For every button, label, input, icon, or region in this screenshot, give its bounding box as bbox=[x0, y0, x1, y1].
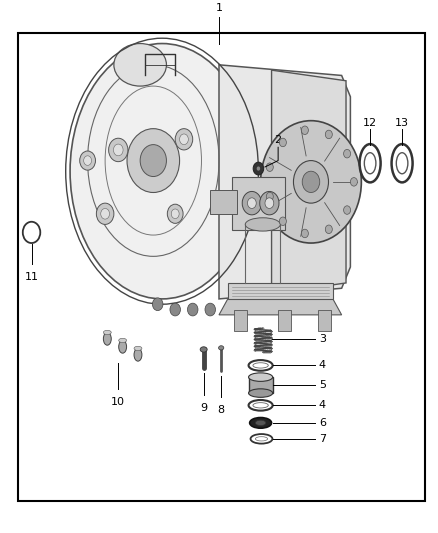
Circle shape bbox=[325, 130, 332, 139]
Text: 11: 11 bbox=[25, 272, 39, 282]
Circle shape bbox=[242, 191, 261, 215]
Text: 12: 12 bbox=[363, 118, 377, 127]
Ellipse shape bbox=[134, 346, 142, 351]
Circle shape bbox=[343, 149, 350, 158]
Circle shape bbox=[152, 298, 163, 311]
Text: 10: 10 bbox=[111, 397, 125, 407]
Circle shape bbox=[325, 225, 332, 233]
Circle shape bbox=[170, 303, 180, 316]
Ellipse shape bbox=[396, 153, 408, 174]
Ellipse shape bbox=[119, 341, 127, 353]
Ellipse shape bbox=[245, 218, 280, 231]
Bar bbox=[318, 310, 331, 331]
Text: 2: 2 bbox=[275, 135, 282, 144]
Bar bbox=[249, 377, 272, 393]
Ellipse shape bbox=[249, 373, 272, 382]
Text: 9: 9 bbox=[200, 402, 207, 413]
Ellipse shape bbox=[255, 420, 266, 425]
Circle shape bbox=[96, 203, 114, 224]
Ellipse shape bbox=[253, 363, 268, 368]
Ellipse shape bbox=[251, 434, 272, 443]
Polygon shape bbox=[219, 65, 350, 299]
Ellipse shape bbox=[364, 153, 376, 174]
Circle shape bbox=[175, 128, 193, 150]
Circle shape bbox=[261, 120, 361, 243]
Circle shape bbox=[247, 198, 256, 208]
Ellipse shape bbox=[392, 144, 413, 182]
Circle shape bbox=[187, 303, 198, 316]
Circle shape bbox=[253, 162, 264, 175]
Circle shape bbox=[127, 128, 180, 192]
Circle shape bbox=[266, 163, 273, 172]
Bar bbox=[18, 33, 425, 501]
Circle shape bbox=[113, 144, 123, 156]
Text: 6: 6 bbox=[319, 418, 326, 428]
Circle shape bbox=[279, 138, 286, 147]
Bar bbox=[278, 310, 291, 331]
Ellipse shape bbox=[360, 144, 381, 182]
Ellipse shape bbox=[103, 333, 111, 345]
Circle shape bbox=[293, 160, 328, 203]
Circle shape bbox=[257, 166, 260, 171]
Bar bbox=[234, 310, 247, 331]
Circle shape bbox=[301, 126, 308, 134]
Ellipse shape bbox=[70, 44, 254, 299]
Circle shape bbox=[171, 209, 179, 219]
Circle shape bbox=[279, 217, 286, 225]
Circle shape bbox=[343, 206, 350, 214]
Circle shape bbox=[167, 204, 183, 223]
Circle shape bbox=[350, 177, 357, 186]
Text: 3: 3 bbox=[319, 334, 326, 344]
Text: 4: 4 bbox=[319, 400, 326, 410]
Circle shape bbox=[302, 171, 320, 192]
Ellipse shape bbox=[103, 330, 111, 335]
Circle shape bbox=[80, 151, 95, 170]
Ellipse shape bbox=[114, 44, 166, 86]
Ellipse shape bbox=[219, 346, 224, 350]
Circle shape bbox=[140, 144, 166, 176]
Polygon shape bbox=[228, 283, 333, 299]
Text: 4: 4 bbox=[319, 360, 326, 370]
Circle shape bbox=[265, 198, 274, 208]
Circle shape bbox=[260, 191, 279, 215]
Circle shape bbox=[301, 229, 308, 238]
Bar bbox=[210, 190, 237, 214]
Ellipse shape bbox=[119, 338, 127, 343]
Circle shape bbox=[109, 138, 128, 161]
Text: 8: 8 bbox=[218, 405, 225, 415]
Ellipse shape bbox=[255, 437, 268, 441]
Text: 1: 1 bbox=[215, 3, 223, 13]
Text: 5: 5 bbox=[319, 380, 326, 390]
Ellipse shape bbox=[250, 417, 272, 428]
Circle shape bbox=[180, 134, 188, 144]
Polygon shape bbox=[219, 299, 342, 315]
Text: 7: 7 bbox=[319, 434, 326, 444]
Polygon shape bbox=[272, 70, 346, 294]
Text: 13: 13 bbox=[395, 118, 409, 127]
Ellipse shape bbox=[249, 400, 272, 410]
Ellipse shape bbox=[249, 389, 272, 397]
Circle shape bbox=[84, 156, 92, 165]
Circle shape bbox=[23, 222, 40, 243]
Ellipse shape bbox=[249, 360, 272, 371]
Circle shape bbox=[266, 192, 273, 201]
Ellipse shape bbox=[253, 402, 268, 408]
Circle shape bbox=[101, 208, 110, 219]
Ellipse shape bbox=[134, 349, 142, 361]
Bar bbox=[232, 176, 285, 230]
Circle shape bbox=[205, 303, 215, 316]
Ellipse shape bbox=[200, 347, 207, 352]
